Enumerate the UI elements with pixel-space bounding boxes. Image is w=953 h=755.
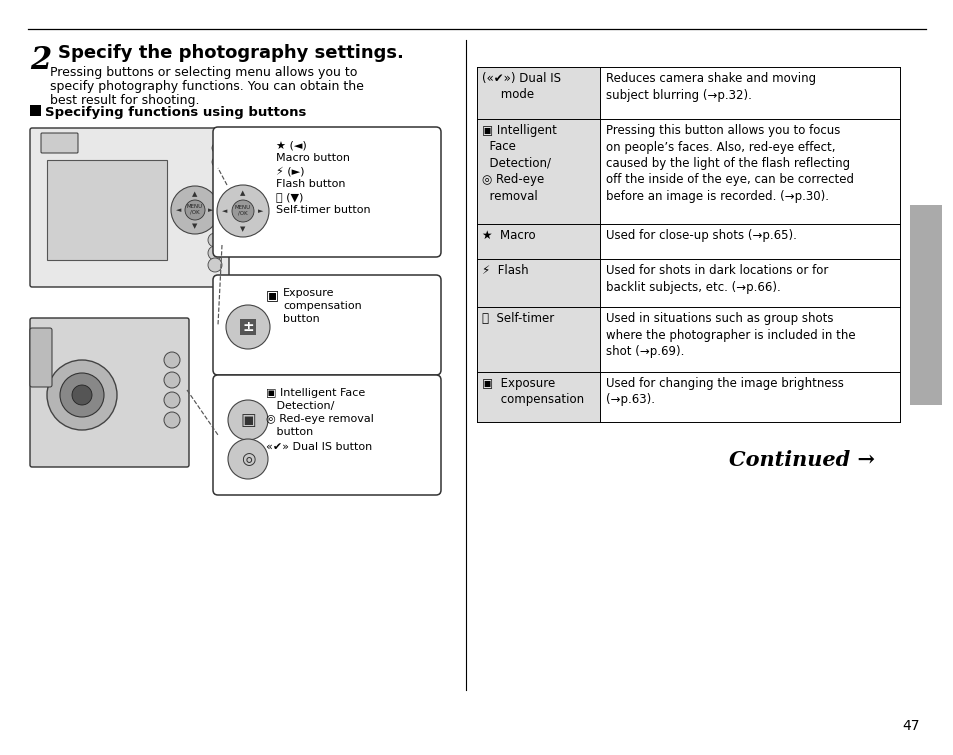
Text: Exposure: Exposure bbox=[283, 288, 335, 298]
Text: ±: ± bbox=[242, 320, 253, 334]
Text: ▣  Exposure
     compensation: ▣ Exposure compensation bbox=[481, 377, 583, 406]
Text: ▣: ▣ bbox=[266, 288, 279, 302]
Text: Reduces camera shake and moving
subject blurring (→p.32).: Reduces camera shake and moving subject … bbox=[605, 72, 815, 101]
Circle shape bbox=[71, 385, 91, 405]
Circle shape bbox=[226, 305, 270, 349]
Text: ▼: ▼ bbox=[193, 223, 197, 229]
Text: Macro button: Macro button bbox=[275, 153, 350, 163]
Text: 2: 2 bbox=[30, 45, 51, 76]
Bar bbox=[909, 205, 941, 405]
Text: Detection/: Detection/ bbox=[266, 401, 334, 411]
Text: Pressing this button allows you to focus
on people’s faces. Also, red-eye effect: Pressing this button allows you to focus… bbox=[605, 124, 853, 203]
Text: button: button bbox=[266, 427, 313, 437]
FancyBboxPatch shape bbox=[30, 128, 229, 287]
Bar bbox=[476, 67, 599, 119]
Text: ▣ Intelligent
  Face
  Detection/
◎ Red-eye
  removal: ▣ Intelligent Face Detection/ ◎ Red-eye … bbox=[481, 124, 557, 203]
Text: Used for close-up shots (→p.65).: Used for close-up shots (→p.65). bbox=[605, 229, 796, 242]
Bar bbox=[476, 372, 599, 422]
Circle shape bbox=[164, 412, 180, 428]
Text: Used for shots in dark locations or for
backlit subjects, etc. (→p.66).: Used for shots in dark locations or for … bbox=[605, 264, 827, 294]
Text: ►: ► bbox=[258, 208, 263, 214]
Circle shape bbox=[164, 352, 180, 368]
FancyBboxPatch shape bbox=[30, 328, 52, 387]
Text: ►: ► bbox=[208, 207, 213, 213]
Text: ▣ Intelligent Face: ▣ Intelligent Face bbox=[266, 388, 365, 398]
Circle shape bbox=[164, 372, 180, 388]
Text: ▣: ▣ bbox=[240, 411, 255, 429]
Text: compensation: compensation bbox=[283, 301, 361, 311]
Bar bbox=[30, 105, 41, 116]
Circle shape bbox=[164, 392, 180, 408]
Text: ★ (◄): ★ (◄) bbox=[275, 140, 307, 150]
Text: ◄: ◄ bbox=[176, 207, 181, 213]
Circle shape bbox=[185, 200, 205, 220]
FancyBboxPatch shape bbox=[41, 133, 78, 153]
Bar bbox=[476, 259, 599, 307]
Text: ▲: ▲ bbox=[240, 190, 246, 196]
Text: Specify the photography settings.: Specify the photography settings. bbox=[58, 44, 403, 62]
Text: ◎: ◎ bbox=[240, 450, 255, 468]
Circle shape bbox=[228, 439, 268, 479]
Text: specify photography functions. You can obtain the: specify photography functions. You can o… bbox=[50, 80, 363, 93]
Text: «✔» Dual IS button: «✔» Dual IS button bbox=[266, 442, 372, 452]
FancyBboxPatch shape bbox=[213, 275, 440, 375]
Text: ⌛ (▼): ⌛ (▼) bbox=[275, 192, 303, 202]
Text: ★  Macro: ★ Macro bbox=[481, 229, 535, 242]
Circle shape bbox=[171, 186, 219, 234]
Text: button: button bbox=[283, 314, 319, 324]
Text: Specifying functions using buttons: Specifying functions using buttons bbox=[45, 106, 306, 119]
Text: («✔») Dual IS
     mode: («✔») Dual IS mode bbox=[481, 72, 560, 101]
Text: Continued →: Continued → bbox=[728, 450, 874, 470]
FancyBboxPatch shape bbox=[213, 127, 440, 257]
Bar bbox=[476, 307, 599, 372]
Text: ⌛  Self-timer: ⌛ Self-timer bbox=[481, 312, 554, 325]
Circle shape bbox=[228, 400, 268, 440]
Text: ◄: ◄ bbox=[222, 208, 228, 214]
Circle shape bbox=[208, 233, 222, 247]
Text: MENU
/OK: MENU /OK bbox=[187, 204, 203, 214]
Bar bbox=[476, 119, 599, 224]
Text: Used in situations such as group shots
where the photographer is included in the: Used in situations such as group shots w… bbox=[605, 312, 855, 358]
Text: 47: 47 bbox=[902, 719, 919, 733]
Text: Used for changing the image brightness
(→p.63).: Used for changing the image brightness (… bbox=[605, 377, 843, 406]
Text: ⚡ (►): ⚡ (►) bbox=[275, 166, 304, 176]
Bar bbox=[240, 319, 255, 335]
Bar bbox=[476, 224, 599, 259]
Text: ▲: ▲ bbox=[193, 191, 197, 197]
Text: ◎ Red-eye removal: ◎ Red-eye removal bbox=[266, 414, 374, 424]
Circle shape bbox=[208, 246, 222, 260]
FancyBboxPatch shape bbox=[30, 318, 189, 467]
Text: Flash button: Flash button bbox=[275, 179, 345, 189]
FancyBboxPatch shape bbox=[213, 375, 440, 495]
Circle shape bbox=[216, 185, 269, 237]
Circle shape bbox=[47, 360, 117, 430]
Circle shape bbox=[212, 157, 222, 167]
Text: Pressing buttons or selecting menu allows you to: Pressing buttons or selecting menu allow… bbox=[50, 66, 357, 79]
Text: ⚡  Flash: ⚡ Flash bbox=[481, 264, 528, 277]
Text: ▼: ▼ bbox=[240, 226, 246, 232]
Text: MENU
/OK: MENU /OK bbox=[234, 205, 251, 215]
Circle shape bbox=[60, 373, 104, 417]
Circle shape bbox=[212, 143, 222, 153]
Text: best result for shooting.: best result for shooting. bbox=[50, 94, 199, 107]
Circle shape bbox=[232, 200, 253, 222]
Text: Self-timer button: Self-timer button bbox=[275, 205, 370, 215]
Text: Advanced Features — Photography: Advanced Features — Photography bbox=[920, 207, 930, 403]
Circle shape bbox=[208, 258, 222, 272]
Bar bbox=[47, 160, 167, 260]
